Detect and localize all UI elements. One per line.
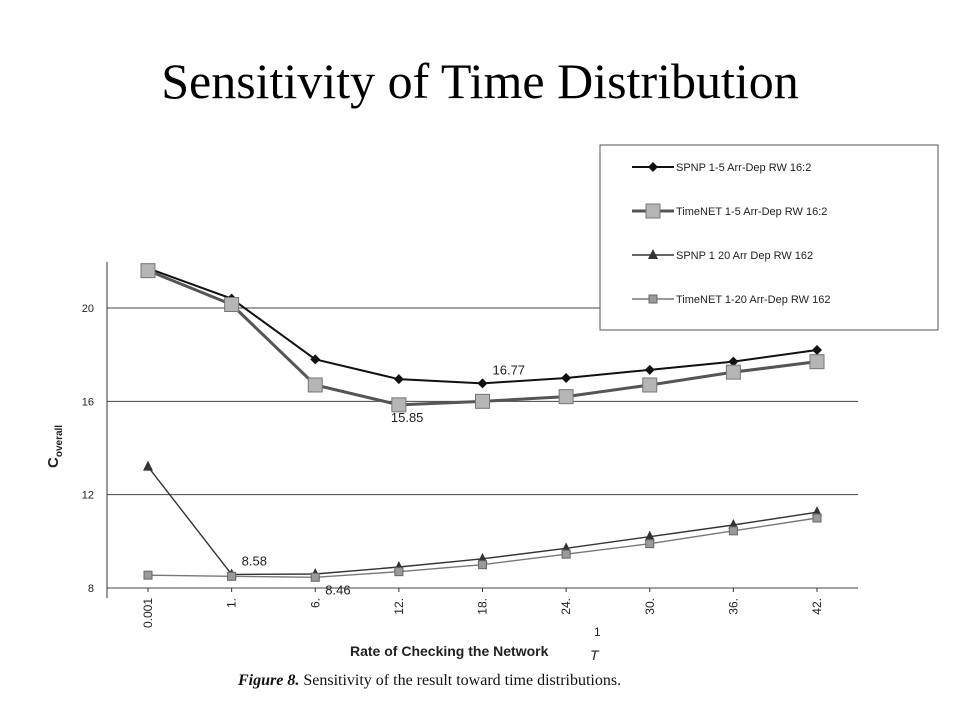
x-tick-label: 1. — [225, 598, 239, 608]
y-axis-title-subscript: overall — [54, 425, 65, 457]
data-point — [143, 460, 153, 471]
x-tick-label: 42. — [810, 598, 824, 615]
data-point — [310, 354, 321, 365]
data-point — [310, 572, 320, 582]
data-point — [648, 162, 658, 172]
data-point — [307, 377, 323, 393]
data-point — [224, 297, 240, 312]
series-lines — [140, 263, 825, 582]
data-point — [728, 356, 739, 367]
data-label: 8.46 — [325, 582, 350, 597]
figure-caption: Figure 8. Sensitivity of the result towa… — [238, 672, 621, 690]
x-axis-title-fraction-denominator: T — [590, 647, 600, 663]
data-point — [561, 549, 571, 559]
y-tick-label: 8 — [88, 583, 94, 595]
axes: 8 12 16 20 0.001 1. 6. 12. 18. 24. 30. 36. 42. — [82, 262, 824, 628]
y-axis-title-main: C — [45, 457, 62, 468]
data-point — [645, 539, 655, 549]
data-point — [143, 570, 153, 580]
legend-label: SPNP 1 20 Arr Dep RW 162 — [676, 250, 813, 262]
x-tick-label: 0.001 — [141, 598, 155, 628]
data-point — [644, 364, 655, 375]
slide-title: Sensitivity of Time Distribution — [161, 53, 799, 109]
y-tick-label: 20 — [82, 303, 94, 315]
figure-label: Figure 8. — [238, 672, 300, 689]
data-point — [809, 354, 825, 370]
data-point — [648, 249, 658, 259]
x-axis-title-fraction-numerator: 1 — [594, 625, 601, 639]
data-point — [644, 530, 655, 541]
data-point — [477, 378, 488, 389]
data-point — [812, 513, 822, 523]
y-axis-title: Coverall — [45, 425, 65, 468]
data-point — [393, 374, 404, 385]
data-point — [394, 567, 404, 577]
data-point — [478, 560, 487, 570]
x-tick-label: 24. — [559, 598, 573, 615]
data-point — [728, 526, 738, 536]
data-point — [558, 389, 574, 405]
data-point — [642, 377, 658, 393]
data-point — [475, 393, 490, 409]
y-tick-label: 12 — [82, 490, 94, 502]
legend-label: SPNP 1-5 Arr-Dep RW 16:2 — [676, 162, 811, 174]
x-tick-label: 6. — [308, 598, 322, 608]
data-point — [227, 571, 237, 581]
legend-label: TimeNET 1-5 Arr-Dep RW 16:2 — [676, 206, 827, 218]
axis-titles: Coverall Rate of Checking the Network 1 T — [45, 425, 601, 663]
data-label: 16.77 — [493, 362, 526, 377]
y-tick-label: 16 — [82, 396, 94, 408]
x-tick-label: 18. — [476, 598, 490, 615]
data-label: 15.85 — [391, 410, 424, 425]
x-tick-label: 30. — [643, 598, 657, 615]
legend-label: TimeNET 1-20 Arr-Dep RW 162 — [676, 294, 830, 306]
figure-caption-text: Sensitivity of the result toward time di… — [303, 672, 622, 689]
legend: SPNP 1-5 Arr-Dep RW 16:2 TimeNET 1-5 Arr-… — [599, 144, 939, 331]
data-point — [561, 373, 572, 383]
data-point — [812, 345, 822, 355]
data-point — [391, 397, 407, 413]
data-label: 8.58 — [242, 553, 267, 568]
x-tick-label: 36. — [726, 598, 740, 615]
gridlines — [107, 307, 858, 589]
data-point — [648, 294, 658, 304]
data-labels: 16.77 15.85 8.58 8.46 — [242, 362, 525, 597]
x-tick-label: 12. — [392, 598, 406, 615]
x-axis-title: Rate of Checking the Network — [350, 643, 549, 659]
data-point — [725, 364, 741, 380]
data-point — [140, 263, 156, 279]
data-point — [645, 203, 661, 219]
